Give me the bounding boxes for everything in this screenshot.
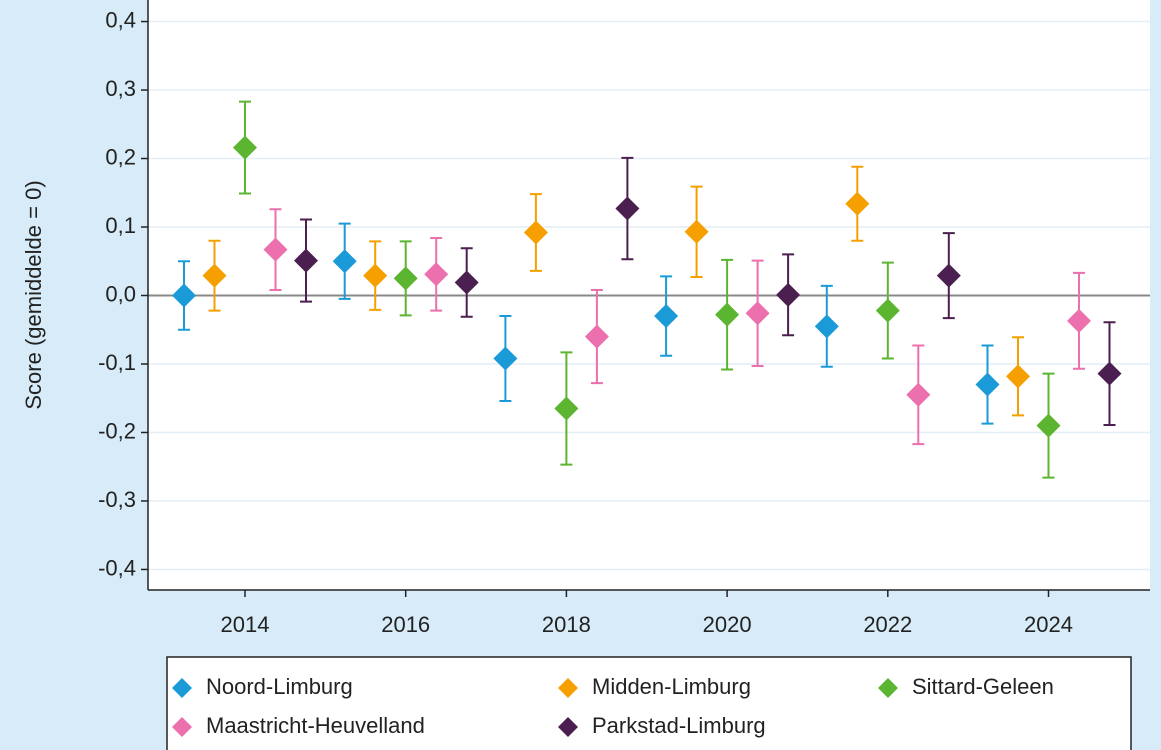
legend — [166, 656, 1132, 750]
legend-marker — [172, 678, 192, 698]
legend-label: Parkstad-Limburg — [592, 713, 766, 738]
y-axis-label: Score (gemiddelde = 0) — [21, 180, 46, 409]
legend-label: Midden-Limburg — [592, 674, 751, 699]
point — [202, 263, 227, 288]
legend-label: Sittard-Geleen — [912, 674, 1054, 699]
y-tick-label: -0,2 — [98, 418, 136, 443]
point — [776, 282, 801, 307]
x-tick-label: 2024 — [1024, 612, 1073, 637]
point — [172, 283, 196, 308]
point — [715, 302, 740, 327]
point — [294, 248, 318, 273]
y-tick-label: -0,3 — [98, 487, 136, 512]
point — [684, 219, 709, 244]
point — [233, 135, 257, 160]
point — [363, 263, 388, 288]
point — [263, 237, 288, 262]
point — [523, 220, 548, 245]
point — [332, 249, 357, 274]
point — [1006, 364, 1030, 389]
point — [1036, 413, 1061, 438]
legend-marker — [558, 678, 578, 698]
legend-label: Noord-Limburg — [206, 674, 353, 699]
y-tick-label: -0,4 — [98, 555, 136, 580]
point — [845, 191, 870, 216]
point — [584, 324, 609, 349]
point — [1067, 308, 1091, 333]
legend-marker — [172, 717, 192, 737]
point — [1097, 361, 1122, 386]
point — [814, 314, 839, 339]
y-tick-label: 0,3 — [105, 76, 136, 101]
y-tick-label: 0,1 — [105, 213, 136, 238]
legend-label: Maastricht-Heuvelland — [206, 713, 425, 738]
x-tick-label: 2014 — [221, 612, 270, 637]
point — [554, 396, 579, 421]
point — [493, 346, 518, 371]
point — [875, 298, 900, 323]
legend-marker — [878, 678, 898, 698]
point — [654, 304, 679, 329]
y-tick-label: 0,0 — [105, 281, 136, 306]
x-tick-label: 2020 — [703, 612, 752, 637]
legend-marker — [558, 717, 578, 737]
x-tick-label: 2022 — [863, 612, 912, 637]
y-tick-label: 0,2 — [105, 144, 136, 169]
point — [745, 301, 770, 326]
point — [454, 270, 479, 295]
y-tick-label: -0,1 — [98, 350, 136, 375]
y-tick-label: 0,4 — [105, 7, 136, 32]
x-tick-label: 2016 — [381, 612, 430, 637]
x-tick-label: 2018 — [542, 612, 591, 637]
point — [424, 262, 449, 287]
point — [615, 196, 640, 221]
point — [393, 266, 418, 291]
point — [906, 382, 931, 407]
point — [936, 263, 961, 288]
point — [975, 372, 1000, 397]
